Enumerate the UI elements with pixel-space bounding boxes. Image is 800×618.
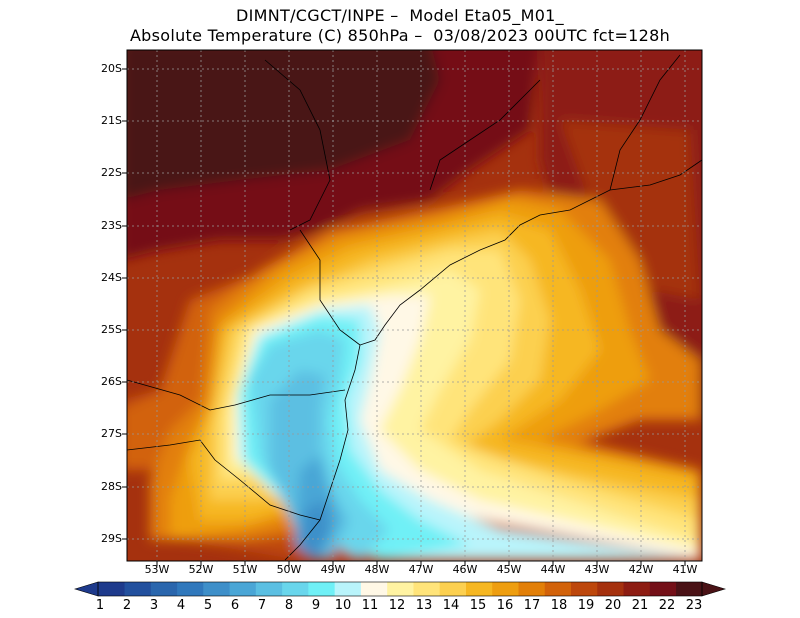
lon-label: 50W	[276, 563, 302, 576]
lon-label: 46W	[452, 563, 478, 576]
axis-ticks	[122, 68, 686, 566]
lon-label: 51W	[232, 563, 258, 576]
lon-label: 47W	[408, 563, 434, 576]
colorbar-label: 8	[284, 598, 294, 613]
colorbar-label: 18	[550, 598, 568, 613]
colorbar-high-arrow	[701, 581, 727, 597]
lat-label: 26S	[101, 375, 122, 388]
coastline-borders	[127, 54, 702, 561]
colorbar-label: 3	[149, 598, 159, 613]
colorbar-swatch	[203, 582, 230, 596]
colorbar-swatch	[518, 582, 545, 596]
colorbar-label: 11	[361, 598, 379, 613]
lat-label: 28S	[101, 480, 122, 493]
colorbar-swatch	[281, 582, 309, 596]
colorbar-swatch	[229, 582, 256, 596]
colorbar-label: 9	[311, 598, 321, 613]
colorbar-label: 17	[523, 598, 541, 613]
colorbar-swatch	[255, 582, 283, 596]
colorbar-label: 19	[577, 598, 595, 613]
map-frame	[126, 49, 703, 562]
colorbar-swatch	[439, 582, 466, 596]
lon-label: 52W	[188, 563, 214, 576]
colorbar-label: 14	[442, 598, 460, 613]
colorbar-label: 22	[658, 598, 676, 613]
colorbar-label: 16	[496, 598, 514, 613]
lon-label: 48W	[364, 563, 390, 576]
lon-label: 41W	[672, 563, 698, 576]
lat-label: 25S	[101, 323, 122, 336]
colorbar-swatch	[544, 582, 571, 596]
colorbar-label: 1	[95, 598, 105, 613]
lat-label: 29S	[101, 532, 122, 545]
lon-label: 53W	[144, 563, 170, 576]
colorbar-label: 4	[176, 598, 186, 613]
colorbar-swatch	[623, 582, 650, 596]
colorbar-swatch	[413, 582, 440, 596]
lon-label: 45W	[496, 563, 522, 576]
colorbar-label: 5	[203, 598, 213, 613]
colorbar	[73, 581, 727, 597]
lat-label: 22S	[101, 166, 122, 179]
colorbar-swatch	[386, 582, 414, 596]
lon-label: 43W	[584, 563, 610, 576]
colorbar-frame	[97, 581, 703, 597]
lat-label: 27S	[101, 427, 122, 440]
colorbar-swatch	[98, 582, 125, 596]
colorbar-swatch	[124, 582, 151, 596]
colorbar-low-arrow	[73, 581, 99, 597]
colorbar-swatch	[308, 582, 335, 596]
lat-label: 20S	[101, 62, 122, 75]
map-title-line-1: DIMNT/CGCT/INPE – Model Eta05_M01_	[236, 6, 564, 25]
graticule	[127, 50, 702, 561]
colorbar-label: 20	[604, 598, 622, 613]
lat-label: 21S	[101, 114, 122, 127]
colorbar-swatch	[334, 582, 361, 596]
lon-label: 49W	[320, 563, 346, 576]
lon-label: 42W	[628, 563, 654, 576]
colorbar-label: 2	[122, 598, 132, 613]
colorbar-swatch	[176, 582, 204, 596]
colorbar-swatch	[596, 582, 624, 596]
colorbar-swatch	[491, 582, 519, 596]
colorbar-swatch	[649, 582, 677, 596]
map-title-line-2: Absolute Temperature (C) 850hPa – 03/08/…	[129, 26, 671, 45]
colorbar-swatch	[675, 582, 703, 596]
colorbar-label: 21	[631, 598, 649, 613]
colorbar-label: 15	[469, 598, 487, 613]
colorbar-label: 12	[388, 598, 406, 613]
colorbar-label: 7	[257, 598, 267, 613]
lat-label: 24S	[101, 271, 122, 284]
colorbar-swatch	[360, 582, 388, 596]
colorbar-label: 6	[230, 598, 240, 613]
colorbar-swatch	[465, 582, 493, 596]
lon-label: 44W	[540, 563, 566, 576]
colorbar-label: 23	[685, 598, 703, 613]
colorbar-swatch	[570, 582, 598, 596]
temperature-field	[127, 50, 702, 561]
colorbar-label: 13	[415, 598, 433, 613]
colorbar-swatch	[150, 582, 178, 596]
lat-label: 23S	[101, 219, 122, 232]
colorbar-label: 10	[334, 598, 352, 613]
